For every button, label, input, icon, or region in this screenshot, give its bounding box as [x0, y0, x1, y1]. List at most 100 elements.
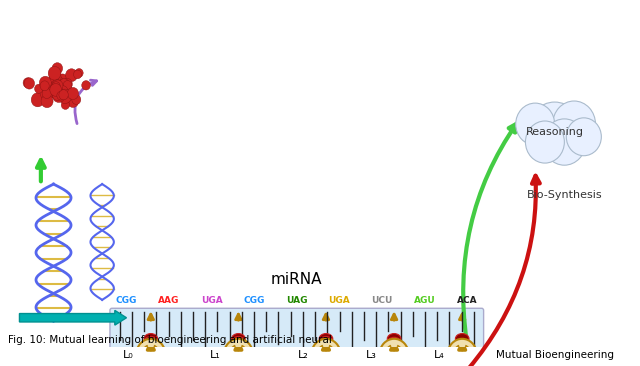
Ellipse shape [144, 336, 157, 347]
Ellipse shape [387, 360, 401, 366]
Ellipse shape [319, 351, 333, 362]
Text: Reasoning: Reasoning [525, 127, 584, 137]
Text: L₁: L₁ [210, 350, 221, 359]
Circle shape [62, 78, 72, 90]
Circle shape [543, 119, 586, 165]
Ellipse shape [387, 352, 401, 363]
Circle shape [82, 81, 90, 90]
Circle shape [56, 74, 69, 88]
FancyArrow shape [19, 310, 127, 325]
Circle shape [49, 71, 61, 84]
Circle shape [67, 95, 79, 108]
Ellipse shape [456, 353, 469, 364]
Circle shape [50, 83, 61, 96]
Ellipse shape [319, 345, 333, 356]
Text: ACA: ACA [457, 296, 477, 305]
Text: L₄: L₄ [434, 350, 445, 359]
Circle shape [136, 339, 165, 366]
Circle shape [380, 339, 409, 366]
Circle shape [65, 69, 77, 82]
Ellipse shape [144, 348, 157, 359]
Circle shape [52, 80, 63, 92]
Circle shape [525, 121, 564, 163]
Text: CGG: CGG [116, 296, 137, 305]
Ellipse shape [144, 333, 157, 344]
Circle shape [553, 101, 595, 147]
Ellipse shape [387, 337, 401, 348]
Ellipse shape [232, 333, 245, 344]
Text: miRNA: miRNA [271, 272, 323, 287]
Circle shape [52, 82, 60, 90]
Circle shape [75, 68, 83, 78]
Ellipse shape [319, 357, 333, 366]
Ellipse shape [456, 340, 469, 351]
Text: Mutual Bioengineering: Mutual Bioengineering [496, 350, 614, 359]
Ellipse shape [232, 354, 245, 365]
Circle shape [61, 100, 70, 109]
Ellipse shape [232, 348, 245, 359]
Circle shape [48, 88, 56, 97]
Ellipse shape [456, 360, 469, 366]
Ellipse shape [144, 360, 157, 366]
Ellipse shape [232, 336, 245, 347]
Ellipse shape [144, 354, 157, 365]
Circle shape [53, 82, 63, 93]
Ellipse shape [232, 357, 245, 366]
Circle shape [312, 339, 340, 366]
Circle shape [54, 87, 63, 96]
Text: AAG: AAG [158, 296, 180, 305]
Ellipse shape [144, 342, 157, 353]
Circle shape [51, 77, 60, 87]
Circle shape [60, 79, 69, 89]
Circle shape [566, 118, 602, 156]
Circle shape [45, 86, 56, 98]
Circle shape [48, 66, 61, 80]
Circle shape [40, 87, 52, 100]
Circle shape [24, 78, 35, 89]
Circle shape [52, 89, 63, 101]
Ellipse shape [232, 351, 245, 362]
Circle shape [67, 87, 79, 100]
Circle shape [31, 93, 44, 107]
Circle shape [74, 70, 81, 79]
Text: CGG: CGG [244, 296, 265, 305]
Circle shape [44, 79, 56, 92]
Circle shape [56, 85, 68, 99]
Ellipse shape [319, 360, 333, 366]
Ellipse shape [387, 348, 401, 359]
Circle shape [59, 90, 68, 100]
Ellipse shape [144, 339, 157, 350]
Ellipse shape [319, 336, 333, 347]
Ellipse shape [232, 360, 245, 366]
Ellipse shape [319, 342, 333, 353]
Circle shape [51, 70, 59, 79]
Ellipse shape [232, 342, 245, 353]
Text: L₂: L₂ [298, 350, 308, 359]
Circle shape [23, 78, 33, 88]
Circle shape [54, 80, 67, 94]
Circle shape [224, 339, 253, 366]
Circle shape [63, 81, 72, 90]
Text: UCU: UCU [371, 296, 392, 305]
Ellipse shape [319, 348, 333, 359]
Circle shape [52, 84, 60, 93]
Ellipse shape [456, 333, 469, 344]
Circle shape [52, 79, 62, 90]
Ellipse shape [319, 339, 333, 350]
Circle shape [52, 89, 65, 102]
Circle shape [40, 81, 49, 91]
Circle shape [516, 103, 555, 145]
Text: Bio-Synthesis: Bio-Synthesis [527, 190, 602, 199]
Ellipse shape [144, 357, 157, 366]
Circle shape [527, 102, 582, 161]
Ellipse shape [387, 333, 401, 344]
Circle shape [447, 339, 477, 366]
Text: Fig. 10: Mutual learning of bioengineering and artificial neural: Fig. 10: Mutual learning of bioengineeri… [8, 335, 332, 345]
Text: L₀: L₀ [122, 350, 133, 359]
Ellipse shape [319, 354, 333, 365]
Circle shape [52, 63, 63, 74]
Text: L₃: L₃ [365, 350, 376, 359]
Ellipse shape [387, 345, 401, 355]
Circle shape [39, 76, 51, 89]
Circle shape [58, 89, 72, 104]
